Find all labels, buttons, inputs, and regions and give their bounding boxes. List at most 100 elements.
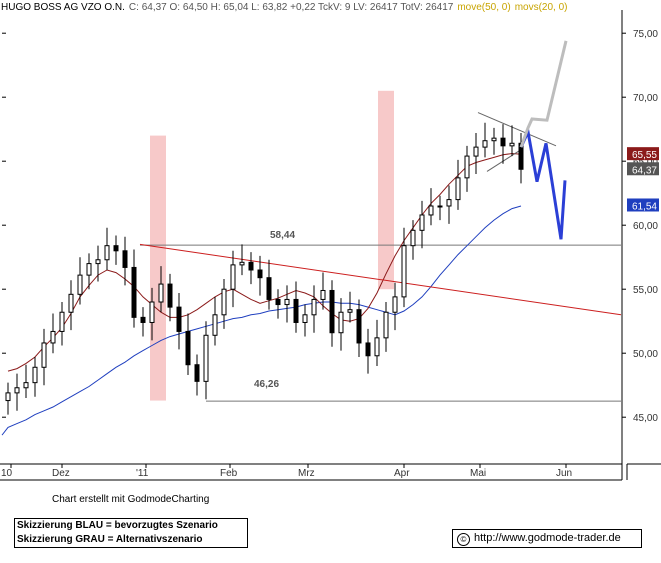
candle-body [68, 293, 74, 313]
indicator-layer [1, 112, 622, 436]
ma50-line [1, 205, 522, 436]
scenario-grey-path [519, 40, 568, 148]
candle-body [428, 205, 434, 216]
candle-body [266, 277, 272, 300]
candle-body [32, 366, 38, 384]
candle-body [167, 283, 173, 308]
y-tick-label: 75,00 [633, 29, 658, 40]
candle-body [500, 137, 506, 147]
candle-body [113, 245, 119, 252]
ma20-label: movs(20, 0) [515, 2, 568, 13]
x-tick-label: Mai [470, 468, 486, 479]
x-tick-label: Dez [52, 468, 70, 479]
wedge-lower-line [486, 149, 522, 172]
x-tick-label: Apr [394, 468, 410, 479]
x-tick-label: Jun [556, 468, 572, 479]
price-tag [627, 147, 659, 161]
candle-body [59, 311, 65, 332]
y-tick-label: 70,00 [633, 93, 658, 104]
highlight-layer [140, 90, 621, 402]
url-text: http://www.godmode-trader.de [474, 532, 621, 544]
legend-grey: Skizzierung GRAU = Alternativszenario [17, 534, 203, 545]
candle-body [374, 337, 380, 357]
price-tag [627, 162, 659, 176]
wedge-upper-line [477, 112, 557, 147]
scenario-blue-path [519, 126, 567, 240]
candle-body [419, 214, 425, 231]
candle-body [41, 342, 47, 368]
candle-body [446, 199, 452, 207]
level-label-5844: 58,44 [270, 230, 295, 241]
candle-body [257, 269, 263, 279]
scenario-legend: Skizzierung BLAU = bevorzugtes Szenario … [14, 518, 248, 548]
candle-body [86, 263, 92, 276]
candle-body [347, 309, 353, 313]
x-tick-label: 10 [1, 468, 13, 479]
price-tag-label: 61,54 [632, 201, 657, 212]
candle-body [248, 261, 254, 271]
chart-credit: Chart erstellt mit GodmodeCharting [52, 494, 210, 505]
y-tick-label: 45,00 [633, 413, 658, 424]
legend-blue: Skizzierung BLAU = bevorzugtes Szenario [17, 520, 218, 531]
x-tick-label: Mrz [298, 468, 315, 479]
symbol-label: HUGO BOSS AG VZO O.N. [1, 2, 125, 13]
y-tick-label: 60,00 [633, 221, 658, 232]
candle-body [302, 314, 308, 323]
candle-body [14, 387, 20, 394]
x-tick-label: Feb [220, 468, 238, 479]
candle-body [185, 330, 191, 366]
candle-body [149, 301, 155, 323]
candle-body [194, 364, 200, 382]
candle-body [221, 288, 227, 316]
candle-body [311, 298, 317, 316]
highlight-zone-2 [378, 90, 394, 290]
candle-body [77, 274, 83, 295]
candle-body [464, 155, 470, 179]
candle-body [365, 342, 371, 357]
ma20-line [7, 152, 522, 372]
y-tick-label: 50,00 [633, 349, 658, 360]
chart-header: HUGO BOSS AG VZO O.N. C: 64,37 O: 64,50 H… [1, 2, 567, 13]
candle-body [338, 311, 344, 334]
candle-body [50, 330, 56, 344]
axis-layer: 75,0070,0065,0060,0055,0050,0045,0065,55… [1, 29, 659, 479]
stats-label: C: 64,37 O: 64,50 H: 65,04 L: 63,82 +0,2… [129, 2, 454, 13]
candle-body [392, 296, 398, 313]
highlight-zone-1 [150, 135, 166, 401]
candle-body [320, 289, 326, 300]
candle-body [104, 245, 110, 261]
candle-body [455, 177, 461, 201]
candle-body [293, 298, 299, 323]
price-tag-label: 65,55 [632, 150, 657, 161]
price-tag-label: 64,37 [632, 165, 657, 176]
candle-body [212, 314, 218, 336]
price-tag [627, 198, 659, 212]
candle-body [482, 140, 488, 148]
ma50-label: move(50, 0) [457, 2, 510, 13]
candle-body [140, 316, 146, 323]
candle-body [410, 229, 416, 247]
candle-body [203, 334, 209, 382]
candle-body [356, 309, 362, 344]
candle-body [284, 298, 290, 306]
candle-body [275, 298, 281, 306]
candle-body [230, 264, 236, 290]
source-url[interactable]: © http://www.godmode-trader.de [452, 529, 642, 548]
candle-body [401, 245, 407, 298]
candle-body [437, 205, 443, 208]
candle-body [491, 137, 497, 142]
candle-body [383, 311, 389, 339]
y-tick-label: 55,00 [633, 285, 658, 296]
candle-body [509, 142, 515, 147]
candle-body [158, 283, 164, 303]
x-tick-label: '11 [136, 468, 149, 479]
candle-body [95, 259, 101, 265]
copyright-icon: © [457, 533, 470, 546]
candle-body [122, 250, 128, 268]
candle-body [5, 392, 11, 402]
candle-body [131, 266, 137, 318]
candle-body [23, 382, 29, 389]
candle-body [473, 146, 479, 157]
candles-layer [5, 122, 524, 415]
